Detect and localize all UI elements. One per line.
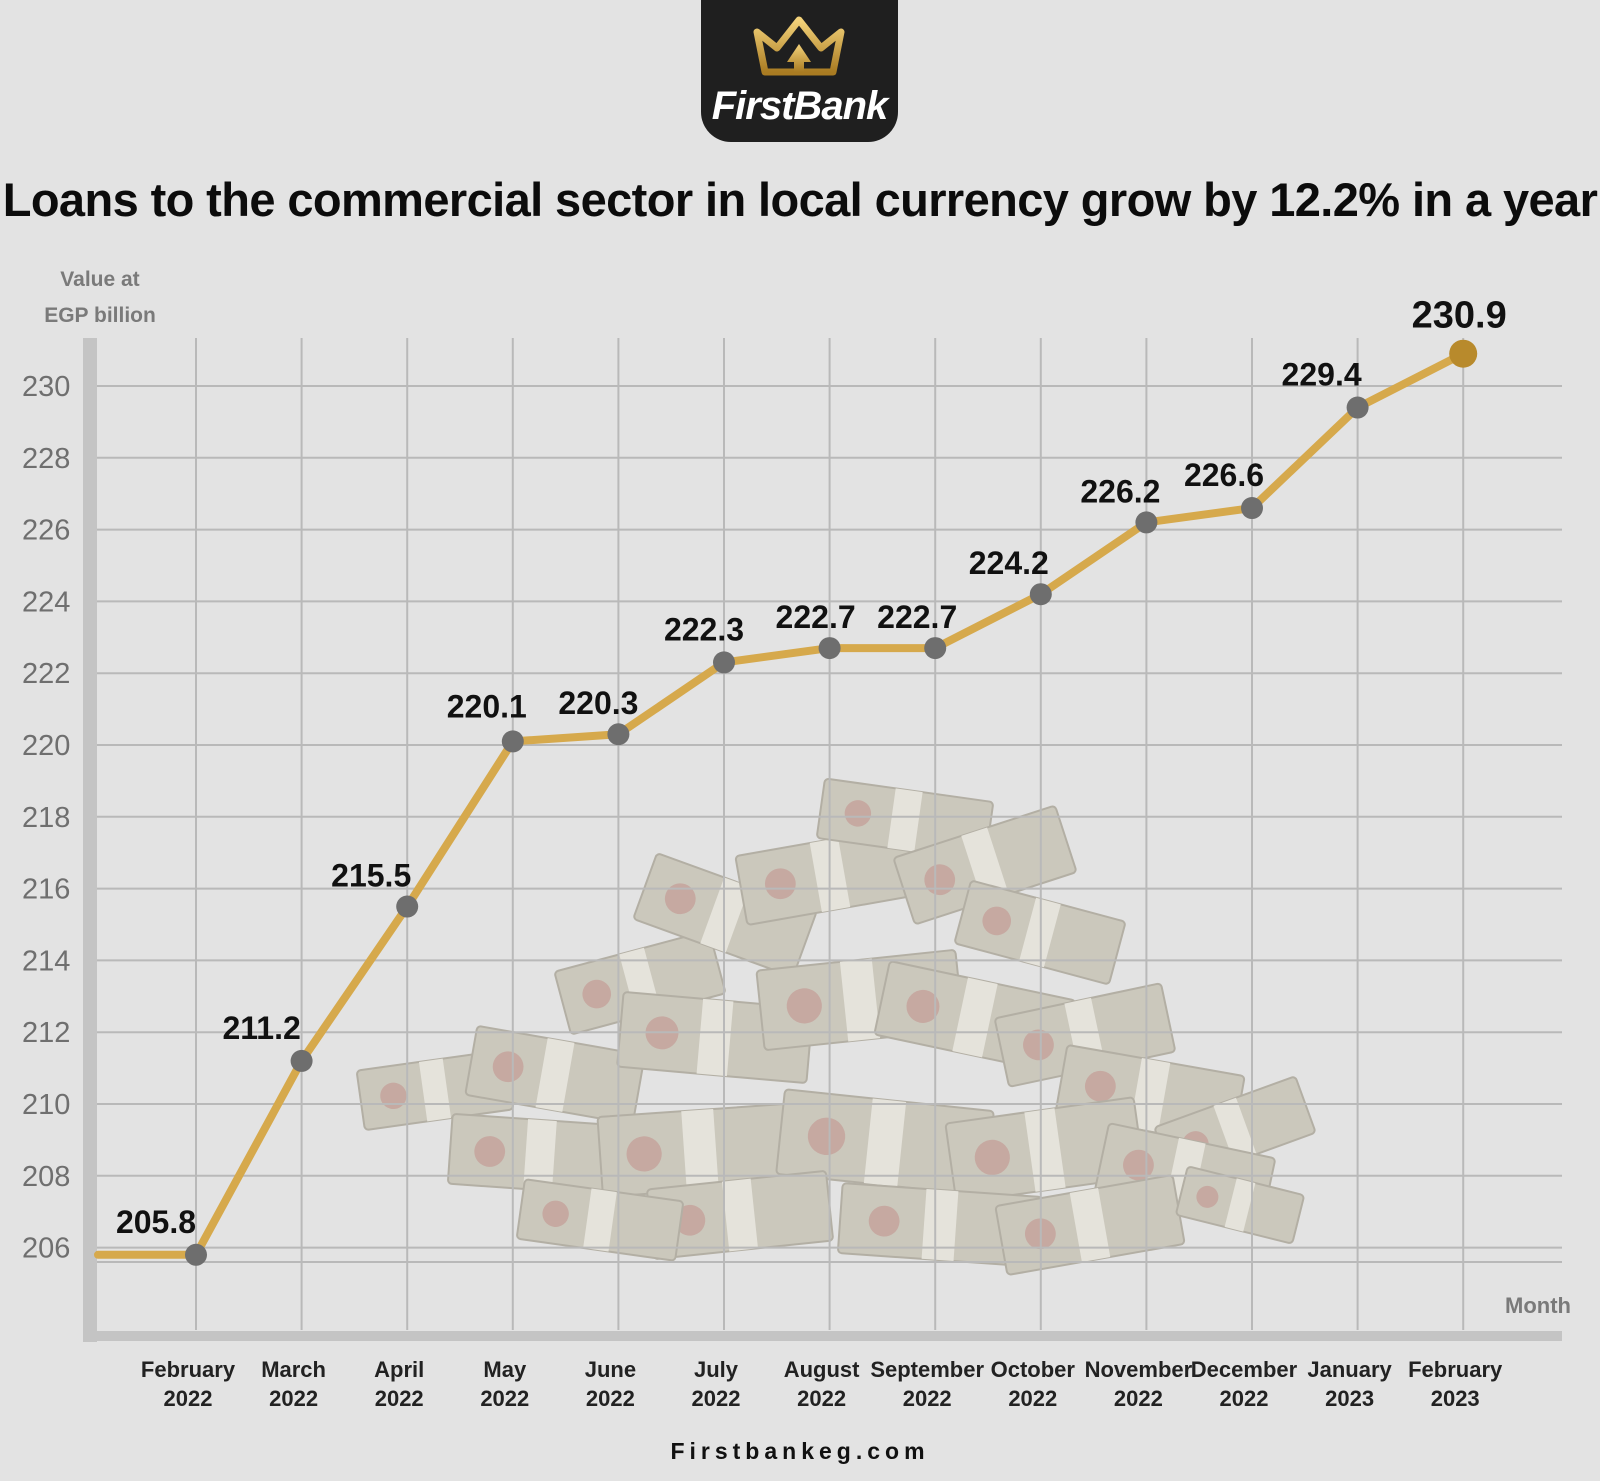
x-tick-label-month: March [261, 1357, 326, 1382]
brand-name: FirstBank [711, 84, 889, 128]
x-tick-label-month: July [694, 1357, 739, 1382]
y-tick-label: 226 [22, 515, 70, 547]
x-tick-label-month: April [374, 1357, 424, 1382]
x-tick-label-month: October [991, 1357, 1076, 1382]
x-tick-label-year: 2022 [586, 1386, 635, 1411]
y-tick-label: 222 [22, 658, 70, 690]
chart-title: Loans to the commercial sector in local … [2, 173, 1598, 226]
y-tick-label: 230 [22, 371, 70, 403]
data-point [818, 637, 841, 660]
data-point [1346, 396, 1369, 419]
data-point [396, 895, 419, 918]
data-label: 222.7 [776, 599, 856, 635]
y-tick-label: 224 [22, 586, 70, 618]
data-label: 222.7 [877, 599, 957, 635]
data-label: 205.8 [116, 1204, 196, 1240]
y-tick-label: 210 [22, 1089, 70, 1121]
data-label: 215.5 [331, 858, 411, 894]
x-tick-label-month: September [870, 1357, 984, 1382]
x-tick-label-month: June [585, 1357, 636, 1382]
x-tick-label-year: 2023 [1325, 1386, 1374, 1411]
x-tick-label-year: 2022 [903, 1386, 952, 1411]
x-tick-label-year: 2022 [692, 1386, 741, 1411]
data-label: 230.9 [1412, 295, 1507, 337]
x-tick-label-month: August [784, 1357, 860, 1382]
x-tick-label-year: 2022 [797, 1386, 846, 1411]
website-link[interactable]: Firstbankeg.com [670, 1438, 930, 1464]
data-label: 226.6 [1184, 457, 1264, 493]
x-axis-label: Month [1505, 1293, 1571, 1318]
x-tick-label-year: 2022 [375, 1386, 424, 1411]
x-tick-label-year: 2022 [164, 1386, 213, 1411]
y-tick-label: 208 [22, 1161, 70, 1193]
data-point [1135, 511, 1158, 534]
y-tick-label: 220 [22, 730, 70, 762]
logo-badge: FirstBank [701, 0, 898, 142]
y-axis-label-line-2: EGP billion [44, 304, 156, 327]
data-point-highlight [1449, 339, 1478, 368]
x-tick-label-year: 2022 [1008, 1386, 1057, 1411]
data-label: 220.1 [447, 688, 527, 724]
x-tick-label-month: May [483, 1357, 527, 1382]
data-point [1029, 583, 1052, 606]
data-point [1241, 497, 1263, 520]
x-tick-label-year: 2022 [480, 1386, 529, 1411]
x-tick-label-month: February [141, 1357, 236, 1382]
data-label: 211.2 [222, 1010, 300, 1046]
x-tick-label-month: January [1307, 1357, 1392, 1382]
x-tick-label-month: February [1408, 1357, 1503, 1382]
x-tick-label-year: 2022 [269, 1386, 318, 1411]
data-label: 224.2 [969, 545, 1049, 581]
data-label: 226.2 [1080, 473, 1160, 509]
y-axis-label-line-1: Value at [60, 268, 140, 291]
data-point [924, 637, 947, 660]
data-label: 222.3 [664, 611, 744, 647]
money-pile-image [356, 777, 1316, 1276]
y-tick-label: 212 [22, 1017, 70, 1049]
crown-icon [753, 16, 845, 76]
data-point [290, 1049, 313, 1072]
data-point [501, 730, 524, 753]
x-tick-label-year: 2022 [1220, 1386, 1269, 1411]
y-tick-label: 214 [22, 945, 70, 977]
x-tick-label-month: November [1085, 1357, 1193, 1382]
y-tick-label: 228 [22, 443, 70, 475]
data-label: 220.3 [558, 685, 638, 721]
y-axis-label: Value at EGP billion [30, 262, 170, 334]
data-point [607, 723, 630, 746]
x-tick-label-year: 2023 [1431, 1386, 1480, 1411]
series-line [94, 349, 1468, 1259]
data-label: 229.4 [1282, 357, 1362, 393]
y-tick-label: 216 [22, 874, 70, 906]
data-point [713, 651, 735, 674]
x-tick-label-year: 2022 [1114, 1386, 1163, 1411]
x-tick-label-month: December [1191, 1357, 1298, 1382]
y-tick-label: 218 [22, 802, 70, 834]
y-tick-label: 206 [22, 1233, 70, 1265]
data-point [185, 1243, 207, 1266]
